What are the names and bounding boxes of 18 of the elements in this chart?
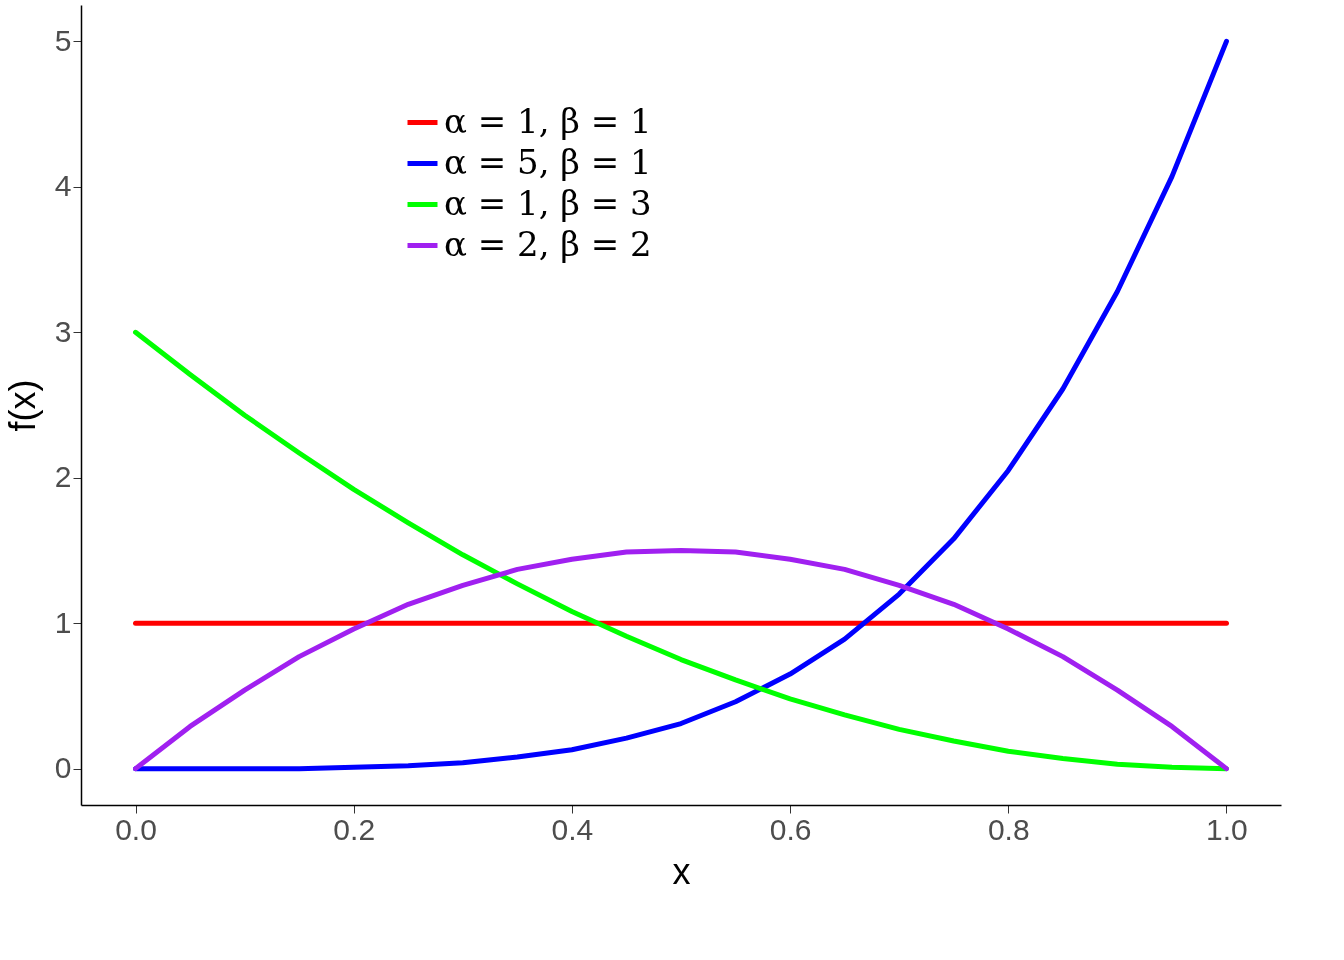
- x-tick-label: 0.0: [115, 812, 157, 846]
- y-tick-label: 2: [54, 460, 72, 494]
- y-tick-label: 3: [54, 314, 72, 348]
- x-tick-label: 0.8: [987, 812, 1030, 846]
- x-axis-title: x: [672, 850, 691, 892]
- y-tick-label: 4: [54, 169, 72, 203]
- y-axis-title: f(x): [1, 379, 43, 432]
- x-tick-label: 0.2: [333, 812, 376, 846]
- legend-label: α = 5, β = 1: [444, 141, 652, 182]
- y-tick-label: 1: [54, 605, 72, 639]
- x-tick-label: 0.6: [769, 812, 812, 846]
- y-tick-label: 5: [54, 23, 72, 57]
- legend-label: α = 1, β = 1: [444, 100, 652, 141]
- y-tick-label: 0: [54, 751, 72, 785]
- legend-label: α = 2, β = 2: [444, 223, 652, 264]
- legend-label: α = 1, β = 3: [444, 182, 652, 223]
- x-tick-label: 1.0: [1206, 812, 1248, 846]
- x-tick-label: 0.4: [551, 812, 594, 846]
